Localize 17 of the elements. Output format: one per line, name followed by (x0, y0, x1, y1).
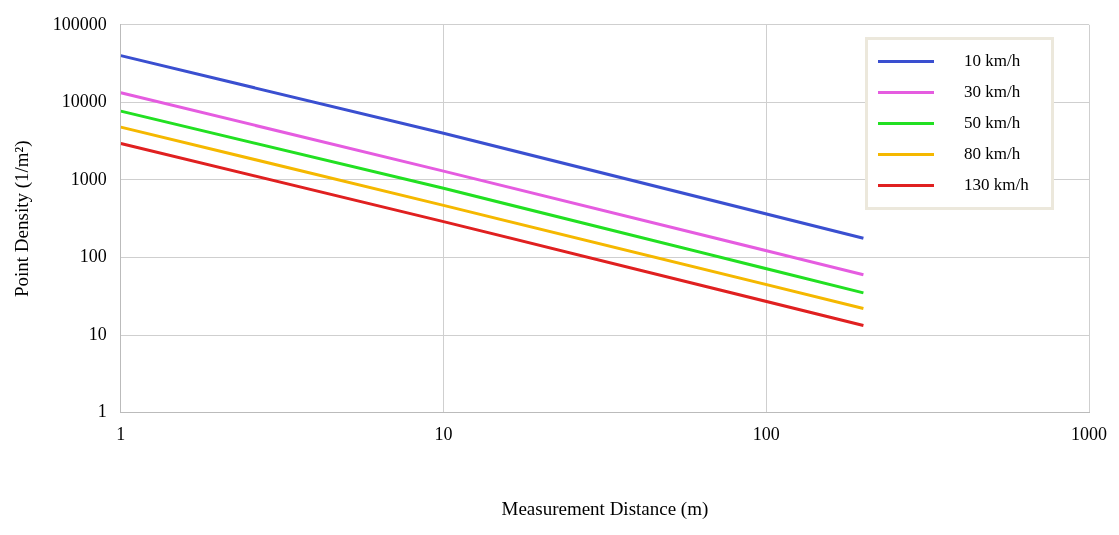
x-tick-label: 1 (116, 424, 126, 445)
x-tick-label: 100 (752, 424, 780, 445)
y-tick-label: 100 (79, 246, 107, 267)
y-tick-label: 10 (88, 323, 107, 344)
legend-label: 80 km/h (964, 144, 1021, 165)
y-tick-label: 1 (97, 401, 107, 422)
x-tick-label: 10 (434, 424, 453, 445)
y-tick-label: 10000 (61, 91, 107, 112)
legend-label: 50 km/h (964, 113, 1021, 134)
y-tick-label: 1000 (70, 168, 107, 189)
x-axis-title: Measurement Distance (m) (501, 497, 709, 520)
legend-label: 10 km/h (964, 51, 1021, 72)
y-axis-title: Point Density (1/m²) (11, 140, 34, 298)
x-tick-label: 1000 (1071, 424, 1107, 445)
legend-label: 30 km/h (964, 82, 1021, 103)
legend-label: 130 km/h (964, 175, 1029, 196)
y-tick-label: 100000 (52, 13, 107, 34)
